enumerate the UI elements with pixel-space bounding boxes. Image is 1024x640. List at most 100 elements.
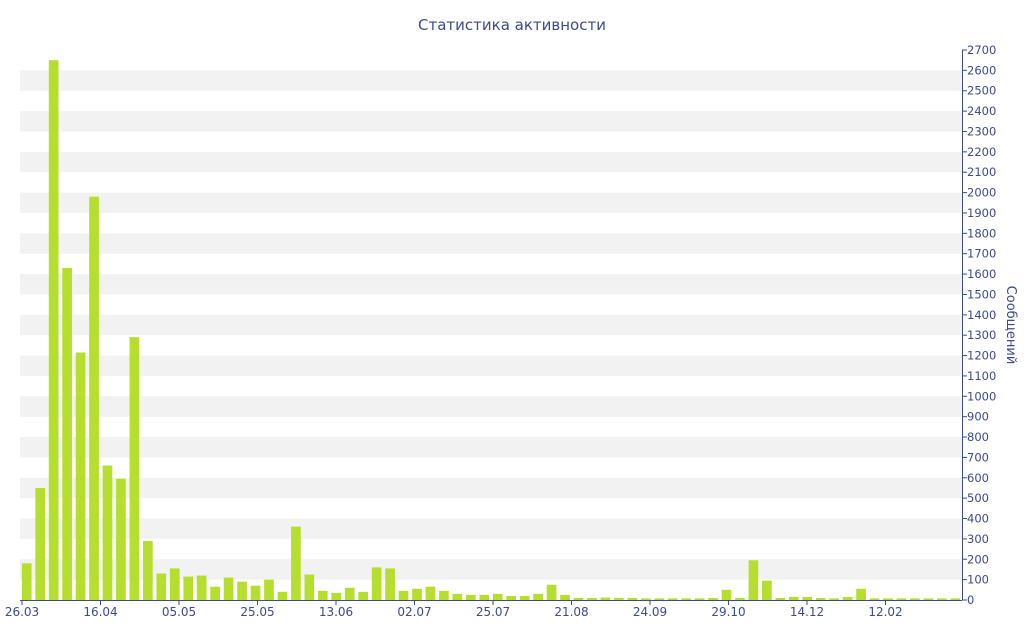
bar (116, 478, 126, 600)
y-tick-label: 2500 (967, 84, 996, 98)
bar (264, 579, 274, 600)
x-tick-label: 12.02 (868, 605, 902, 619)
y-tick-label: 1800 (967, 226, 996, 240)
y-tick-label: 2600 (967, 63, 996, 77)
bar (654, 598, 665, 600)
bar (210, 586, 220, 600)
y-tick-label: 1700 (967, 247, 996, 261)
bar (694, 598, 705, 600)
bar (923, 598, 934, 600)
y-tick-label: 1300 (967, 328, 996, 342)
x-tick-label: 25.05 (240, 605, 274, 619)
y-tick-label: 2200 (967, 145, 996, 159)
y-tick-label: 400 (967, 512, 989, 526)
y-tick-label: 1600 (967, 267, 996, 281)
bar (317, 590, 328, 600)
y-tick-label: 600 (967, 471, 989, 485)
grid-band (20, 559, 962, 580)
grid-band (20, 314, 962, 336)
y-tick-label: 800 (967, 430, 989, 444)
bar (815, 597, 826, 600)
bar (48, 60, 59, 600)
y-tick-label: 1100 (967, 369, 996, 383)
x-tick-label: 25.07 (476, 605, 510, 619)
bar (748, 560, 759, 600)
bar (89, 196, 99, 601)
bar (143, 540, 153, 600)
y-tick-label: 2700 (967, 43, 996, 57)
bar (62, 267, 72, 600)
bar (896, 598, 907, 600)
bar (344, 587, 355, 600)
y-tick-label: 200 (967, 552, 989, 566)
bar (533, 593, 543, 600)
bar (385, 568, 395, 600)
bar (506, 595, 517, 600)
bar (842, 596, 853, 600)
bar (856, 588, 866, 600)
x-tick-label: 29.10 (711, 605, 745, 619)
bar (573, 597, 584, 600)
y-tick-label: 2100 (967, 165, 996, 179)
bar (910, 598, 920, 600)
y-tick-label: 700 (967, 450, 989, 464)
x-tick-label: 14.12 (790, 605, 824, 619)
y-tick-label: 1500 (967, 287, 996, 301)
bar (237, 581, 247, 600)
x-tick-label: 16.04 (83, 605, 117, 619)
grid-band (20, 518, 962, 539)
bar (183, 576, 194, 600)
grid-band (20, 192, 962, 213)
bar (425, 586, 436, 600)
bar (775, 597, 786, 600)
y-tick-label: 500 (967, 491, 989, 505)
y-axis-title: Сообщений (1003, 286, 1018, 365)
bar (250, 585, 261, 600)
grid-band (20, 70, 962, 91)
grid-band (20, 274, 962, 295)
y-tick-label: 2000 (967, 186, 996, 200)
bar (788, 596, 799, 600)
bar (667, 598, 678, 600)
bar (75, 352, 86, 600)
bar (627, 597, 638, 600)
bar (614, 597, 624, 600)
x-tick-label: 26.03 (5, 605, 39, 619)
bar (560, 594, 570, 600)
bar (129, 337, 140, 600)
y-tick-label: 1400 (967, 308, 996, 322)
y-tick-label: 100 (967, 573, 989, 587)
bar (331, 592, 342, 600)
y-tick-label: 1000 (967, 389, 996, 403)
x-tick-label: 02.07 (397, 605, 431, 619)
bar (546, 584, 557, 600)
bar (883, 598, 893, 600)
grid-band (20, 151, 962, 173)
bar (156, 573, 167, 600)
y-tick-label: 900 (967, 410, 989, 424)
y-tick-label: 2400 (967, 104, 996, 118)
y-tick-label: 300 (967, 532, 989, 546)
chart-title: Статистика активности (418, 16, 606, 34)
bar (439, 590, 449, 600)
bar (681, 598, 691, 600)
grid-band (20, 355, 962, 376)
bar (492, 593, 503, 600)
bar (735, 597, 745, 600)
bar (936, 598, 947, 600)
bar (519, 595, 530, 600)
y-tick-label: 2300 (967, 124, 996, 138)
bar (196, 575, 207, 600)
x-tick-label: 13.06 (319, 605, 353, 619)
y-tick-label: 1900 (967, 206, 996, 220)
bar (762, 580, 772, 600)
x-tick-label: 24.09 (633, 605, 667, 619)
x-tick-label: 21.08 (554, 605, 588, 619)
bar (708, 597, 718, 600)
grid-band (20, 111, 962, 132)
bar (102, 465, 113, 600)
bar (223, 577, 234, 600)
bar (412, 588, 422, 600)
bar (869, 598, 880, 600)
